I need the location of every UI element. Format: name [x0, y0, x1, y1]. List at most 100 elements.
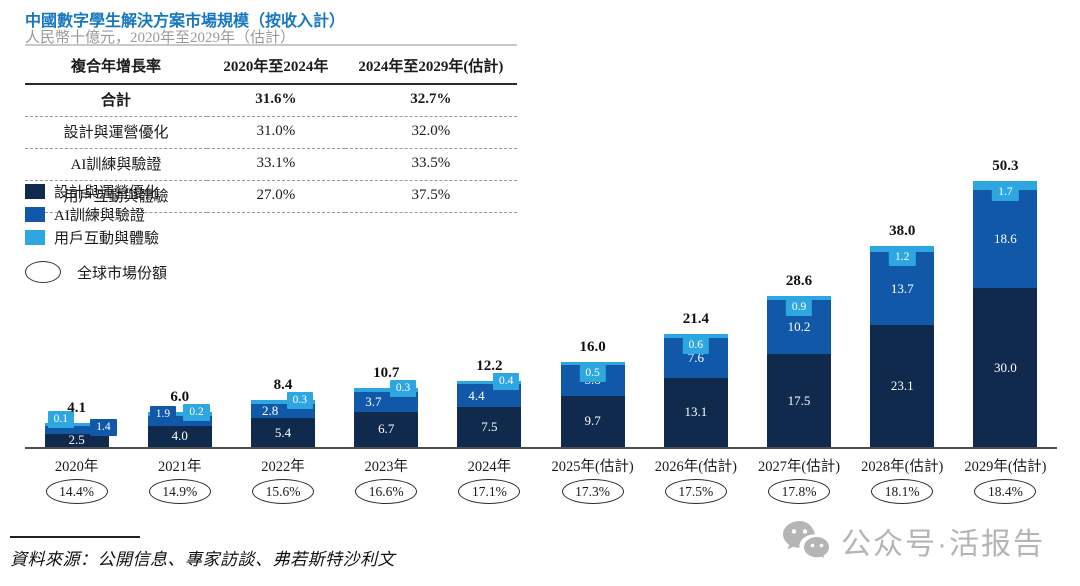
bar-segment-user	[767, 295, 832, 301]
bar-total-label: 10.7	[373, 365, 400, 382]
year-label: 2020年	[54, 459, 99, 475]
legend-item-design: 設計與運營優化	[25, 180, 167, 203]
bar-label-box-user: 0.3	[286, 392, 313, 410]
bar-label-box-user: 0.3	[389, 380, 417, 398]
bar-group: 6.7 3.7 0.3 10.7 2023年 16.6%	[335, 155, 438, 504]
share-ellipse: 18.4%	[974, 479, 1037, 504]
share-ellipse: 14.4%	[45, 479, 108, 504]
bar-segment-user	[44, 422, 109, 427]
stacked-bar: 7.5 4.4 0.4 12.2	[457, 358, 522, 447]
bar-segment-user	[457, 380, 522, 385]
share-ellipse: 17.1%	[458, 479, 521, 504]
stacked-bar: 30.0 18.6 1.7 50.3	[973, 158, 1038, 447]
bar-segment-ai: 4.4	[457, 384, 522, 408]
bar-group: 4.0 1.9 0.2 6.0 2021年 14.9%	[128, 155, 231, 504]
bar-segment-user	[560, 361, 625, 366]
cagr-table: 複合年增長率 2020年至2024年 2024年至2029年(估計) 合計 31…	[25, 50, 517, 213]
share-ellipse: 17.8%	[768, 479, 831, 504]
bar-total-label: 12.2	[476, 357, 503, 374]
year-label: 2025年(估計)	[551, 459, 634, 475]
table-row-ai: AI訓練與驗證 33.1% 33.5%	[25, 148, 517, 181]
bar-segment-ai	[147, 415, 212, 426]
table-header-2024-2029: 2024年至2029年(估計)	[344, 50, 517, 85]
year-label: 2029年(估計)	[964, 459, 1047, 475]
stacked-bar: 23.1 13.7 1.2 38.0	[870, 223, 935, 447]
bar-group: 17.5 10.2 0.9 28.6 2027年(估計) 17.8%	[747, 155, 850, 504]
table-row-user: 用戶互動與體驗 27.0% 37.5%	[25, 180, 517, 213]
stacked-bar: 4.0 1.9 0.2 6.0	[147, 389, 212, 447]
bar-group: 5.4 2.8 0.3 8.4 2022年 15.6%	[231, 155, 334, 504]
legend-label: 用戶互動與體驗	[54, 231, 160, 247]
bar-segment-design: 23.1	[870, 324, 935, 447]
bar-label-box-user: 0.9	[785, 298, 813, 316]
bar-segment-user	[354, 388, 419, 392]
bar-segment-design: 30.0	[973, 288, 1038, 447]
table-row-total: 合計 31.6% 32.7%	[25, 84, 517, 117]
bar-segment-ai: 18.6	[973, 189, 1038, 289]
bar-total-label: 6.0	[170, 389, 190, 406]
bar-label-box-user: 1.2	[889, 248, 916, 266]
year-label: 2028年(估計)	[861, 459, 944, 475]
bar-group: 7.5 4.4 0.4 12.2 2024年 17.1%	[438, 155, 541, 504]
stacked-bar-chart: 2.5 1.4 0.1 4.1 2020年 14.4% 4.0 1.9 0.2 6.0 2021年 1…	[25, 155, 1057, 504]
bar-group: 13.1 7.6 0.6 21.4 2026年(估計) 17.5%	[644, 155, 747, 504]
bar-label-box-user: 1.7	[992, 183, 1019, 201]
bar-segment-design: 4.0	[147, 425, 212, 447]
legend-swatch-light	[25, 230, 45, 245]
share-ellipse: 15.6%	[252, 479, 314, 504]
row-value: 31.0%	[207, 116, 345, 149]
legend-swatch-dark	[25, 184, 45, 199]
row-label: 設計與運營優化	[25, 116, 208, 149]
watermark: 公众号·活报告	[780, 519, 1045, 563]
legend-item-user: 用戶互動與體驗	[25, 226, 167, 249]
row-value: 27.0%	[207, 180, 345, 213]
chart-legend: 設計與運營優化 AI訓練與驗證 用戶互動與體驗 全球市場份額	[25, 180, 167, 285]
row-value: 31.6%	[207, 84, 345, 117]
year-label: 2021年	[158, 459, 202, 475]
bar-segment-design: 2.5	[44, 432, 109, 447]
bar-group: 23.1 13.7 1.2 38.0 2028年(估計) 18.1%	[851, 155, 954, 504]
legend-item-ai: AI訓練與驗證	[25, 203, 167, 226]
table-header-2020-2024: 2020年至2024年	[207, 50, 345, 85]
stacked-bar: 5.4 2.8 0.3 8.4	[251, 377, 315, 447]
bar-label-box-user: 0.2	[183, 404, 210, 422]
share-ellipse: 17.3%	[561, 479, 624, 504]
row-value: 33.1%	[207, 148, 345, 181]
legend-label: 設計與運營優化	[54, 185, 160, 201]
legend-label: AI訓練與驗證	[54, 208, 145, 224]
row-value: 33.5%	[344, 148, 517, 181]
bar-total-label: 4.1	[67, 399, 86, 416]
bar-segment-design: 5.4	[251, 418, 315, 447]
bar-segment-user	[147, 412, 212, 416]
table-header-cagr: 複合年增長率	[25, 50, 208, 85]
bar-label-box-user: 0.4	[493, 372, 520, 390]
row-label: 用戶互動與體驗	[25, 180, 208, 213]
bar-total-label: 21.4	[682, 311, 709, 327]
year-label: 2027年(估計)	[757, 459, 841, 475]
bar-segment-design: 17.5	[767, 354, 832, 447]
page-subtitle: 人民幣十億元，2020年至2029年（估計）	[25, 30, 296, 46]
bar-label-box-ai: 1.9	[149, 406, 177, 424]
bar-segment-design: 9.7	[560, 395, 625, 447]
stacked-bar: 13.1 7.6 0.6 21.4	[663, 311, 728, 447]
row-value: 37.5%	[344, 180, 517, 213]
source-divider	[10, 536, 140, 538]
bar-segment-design: 13.1	[663, 377, 728, 447]
share-ellipse: 16.6%	[355, 479, 418, 504]
table-header-row: 複合年增長率 2020年至2024年 2024年至2029年(估計)	[25, 50, 517, 85]
bar-segment-design: 6.7	[354, 411, 419, 447]
header-divider	[25, 44, 517, 46]
source-note: 資料來源：公開信息、專家訪談、弗若斯特沙利文	[10, 550, 395, 569]
stacked-bar: 2.5 1.4 0.1 4.1	[44, 400, 117, 447]
bar-label-box-user: 0.6	[682, 337, 709, 354]
bar-total-label: 50.3	[992, 157, 1019, 174]
bar-segment-ai: 13.7	[870, 252, 935, 325]
share-ellipse: 17.5%	[664, 479, 727, 504]
share-ellipse: 14.9%	[148, 479, 211, 504]
stacked-bar: 17.5 10.2 0.9 28.6	[767, 273, 832, 447]
bar-segment-user	[251, 400, 315, 404]
bar-segment-design: 7.5	[457, 407, 522, 447]
legend-item-global-share: 全球市場份額	[25, 259, 167, 285]
legend-label: 全球市場份額	[77, 265, 168, 282]
